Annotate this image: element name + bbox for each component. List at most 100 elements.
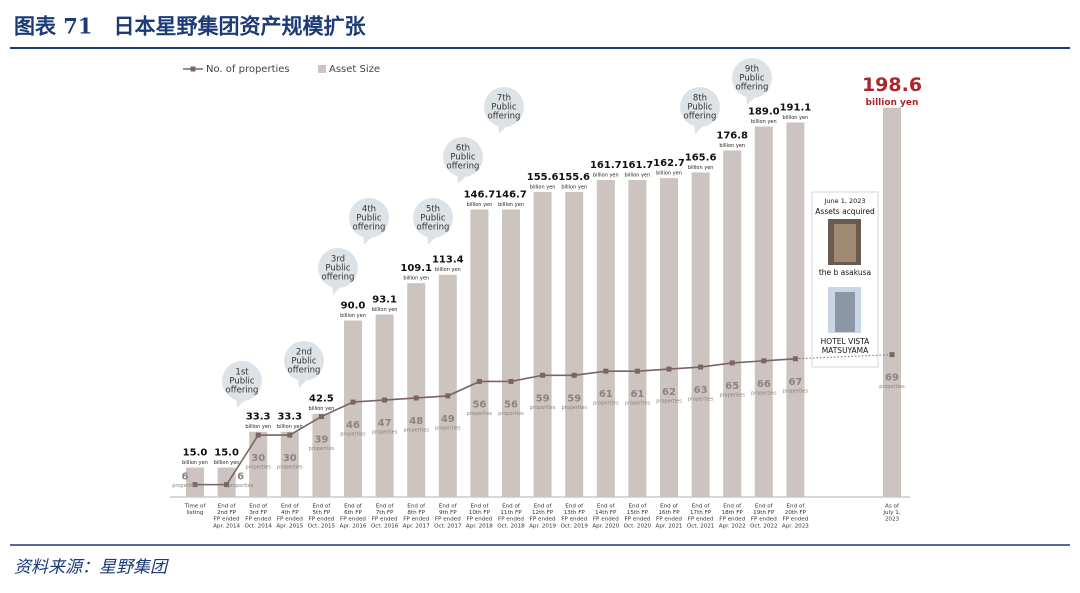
x-tick-label: End of <box>628 504 647 510</box>
value-label: 90.0 <box>341 301 366 312</box>
property-unit: properties <box>277 465 303 471</box>
x-tick-label: Apr. 2023 <box>782 523 809 529</box>
property-unit: properties <box>467 411 493 417</box>
callout-heading: June 1, 2023 <box>823 197 865 205</box>
bubble <box>413 198 453 238</box>
property-unit: properties <box>340 432 366 438</box>
x-tick-label: End of <box>565 504 584 510</box>
property-unit: properties <box>561 405 587 411</box>
annotation: Public <box>687 103 712 113</box>
x-tick-label: End of <box>755 504 774 510</box>
line <box>195 357 796 486</box>
property-label: 65 <box>725 381 739 392</box>
annotation: offering <box>736 83 769 93</box>
line-marker <box>603 368 609 374</box>
building-image-detail <box>834 224 856 262</box>
property-unit: properties <box>719 392 745 398</box>
property-unit: properties <box>688 397 714 403</box>
x-tick-label: 4th FP <box>281 510 299 516</box>
value-label: 15.0 <box>214 448 239 459</box>
x-tick-label: End of <box>376 504 395 510</box>
value-unit: billion yen <box>751 119 777 125</box>
annotation: offering <box>417 223 450 233</box>
property-label: 6 <box>237 472 244 483</box>
x-tick-label: FP ended <box>372 517 398 523</box>
x-tick-label: FP ended <box>751 517 777 523</box>
x-tick-label: FP ended <box>624 517 650 523</box>
property-label: 56 <box>504 399 518 410</box>
x-tick-label: End of <box>786 504 805 510</box>
x-tick-label: End of <box>407 504 426 510</box>
x-tick-label: Apr. 2022 <box>719 523 746 529</box>
x-tick-label: FP ended <box>340 517 366 523</box>
x-tick-label: As of <box>885 504 900 510</box>
chart-title: 图表 71 日本星野集团资产规模扩张 <box>14 14 367 39</box>
x-tick-label: Oct. 2015 <box>308 523 336 529</box>
x-tick-label: FP ended <box>593 517 619 523</box>
line-marker <box>476 378 482 384</box>
x-tick-label: Apr. 2021 <box>656 523 683 529</box>
x-tick-label: FP ended <box>688 517 714 523</box>
bubble <box>349 198 389 238</box>
property-unit: properties <box>783 388 809 394</box>
x-tick-label: End of <box>723 504 742 510</box>
value-label: 189.0 <box>748 107 780 118</box>
x-tick-label: FP ended <box>403 517 429 523</box>
x-tick-label: listing <box>187 510 204 516</box>
x-tick-label: End of <box>249 504 268 510</box>
x-tick-label: Oct. 2020 <box>624 523 652 529</box>
callout-heading: Assets acquired <box>815 207 875 216</box>
x-tick-label: 13th FP <box>564 510 586 516</box>
x-tick-label: FP ended <box>214 517 240 523</box>
annotation: Public <box>291 357 316 367</box>
value-label: 33.3 <box>246 412 271 423</box>
line-marker <box>729 360 735 366</box>
value-unit: billion yen <box>309 406 335 412</box>
bar <box>407 283 426 497</box>
bubble <box>318 248 358 288</box>
x-tick-label: End of <box>597 504 616 510</box>
bubble <box>284 341 324 381</box>
value-unit: billion yen <box>498 202 524 208</box>
property-label: 6 <box>182 472 189 483</box>
bar <box>533 192 552 498</box>
value-label: 165.6 <box>685 152 717 163</box>
annotation: offering <box>447 162 480 172</box>
annotation: Public <box>739 74 764 84</box>
callout-item: the b asakusa <box>819 268 871 277</box>
line-marker <box>792 356 798 362</box>
x-tick-label: 16th FP <box>658 510 680 516</box>
bar <box>754 126 773 497</box>
value-label: 93.1 <box>372 295 397 306</box>
x-tick-label: 6th FP <box>344 510 362 516</box>
value-label: 15.0 <box>183 448 208 459</box>
property-label: 63 <box>694 385 708 396</box>
value-unit: billion yen <box>277 424 303 430</box>
property-unit: properties <box>593 401 619 407</box>
x-tick-label: End of <box>470 504 489 510</box>
x-tick-label: End of <box>692 504 711 510</box>
value-unit: billion yen <box>182 460 208 466</box>
annotation: Public <box>450 153 475 163</box>
value-unit: billion yen <box>656 171 682 177</box>
x-tick-label: 14th FP <box>595 510 617 516</box>
value-label: 109.1 <box>400 263 432 274</box>
line-marker <box>666 366 672 372</box>
property-unit: properties <box>372 430 398 436</box>
x-tick-label: 12th FP <box>532 510 554 516</box>
value-label: 155.6 <box>558 172 590 183</box>
annotation: 1st <box>235 368 249 378</box>
value-label: 176.8 <box>716 130 748 141</box>
property-unit: properties <box>309 446 335 452</box>
bar <box>502 209 520 497</box>
x-tick-label: FP ended <box>245 517 271 523</box>
bar <box>565 192 584 498</box>
bar <box>438 274 457 497</box>
bar <box>596 180 615 497</box>
value-label: 161.7 <box>590 160 622 171</box>
x-tick-label: Oct. 2017 <box>434 523 462 529</box>
x-tick-label: End of <box>534 504 553 510</box>
bar <box>312 413 331 497</box>
x-tick-label: End of <box>281 504 300 510</box>
annotation: offering <box>322 273 355 283</box>
